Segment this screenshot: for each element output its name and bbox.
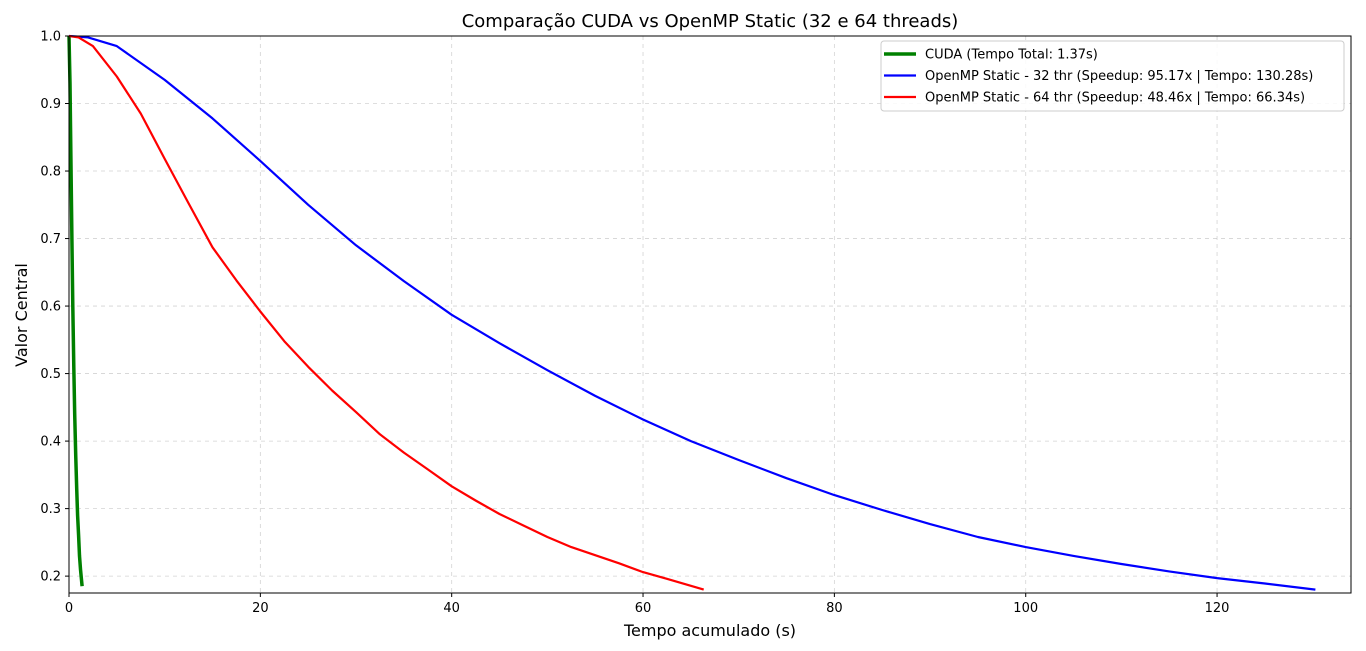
x-tick-label: 20 <box>252 601 269 616</box>
x-tick-label: 0 <box>65 601 73 616</box>
y-tick-label: 0.4 <box>40 435 61 450</box>
series-group <box>67 34 1316 591</box>
series-line-1 <box>68 34 1316 591</box>
y-tick-label: 0.3 <box>40 502 61 517</box>
legend-box <box>880 40 1345 112</box>
y-tick-label: 0.5 <box>40 367 61 382</box>
x-axis: 0 20 40 60 80 100 120 <box>65 593 1230 616</box>
y-tick-label: 0.2 <box>40 570 61 585</box>
grid <box>68 35 1351 593</box>
legend-label: CUDA (Tempo Total: 1.37s) <box>925 48 1098 63</box>
y-axis-label: Valor Central <box>12 263 31 367</box>
chart-title: Comparação CUDA vs OpenMP Static (32 e 6… <box>462 11 959 32</box>
x-tick-label: 60 <box>635 601 652 616</box>
legend-label: OpenMP Static - 32 thr (Speedup: 95.17x … <box>925 69 1313 84</box>
x-tick-label: 40 <box>443 601 460 616</box>
series-line-0 <box>67 35 84 587</box>
y-axis: 0.2 0.3 0.4 0.5 0.6 0.7 0.8 0.9 1.0 <box>40 30 69 585</box>
y-tick-label: 0.8 <box>40 165 61 180</box>
x-axis-label: Tempo acumulado (s) <box>623 621 796 640</box>
legend-label: OpenMP Static - 64 thr (Speedup: 48.46x … <box>925 91 1305 106</box>
y-tick-label: 0.7 <box>40 232 61 247</box>
y-tick-label: 1.0 <box>40 30 61 45</box>
series-line-2 <box>68 34 705 591</box>
x-tick-label: 80 <box>826 601 843 616</box>
plot-frame <box>68 35 1352 594</box>
x-tick-label: 100 <box>1013 601 1038 616</box>
y-tick-label: 0.6 <box>40 300 61 315</box>
y-tick-label: 0.9 <box>40 97 61 112</box>
x-tick-label: 120 <box>1205 601 1230 616</box>
legend: CUDA (Tempo Total: 1.37s) OpenMP Static -… <box>880 40 1345 112</box>
